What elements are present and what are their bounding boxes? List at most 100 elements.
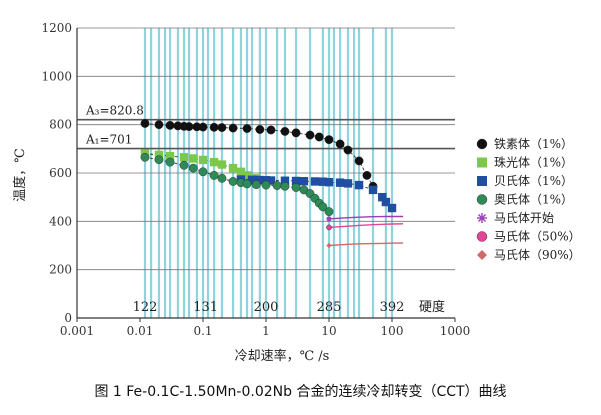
y-tick-label: 1200 [41, 21, 72, 35]
legend-label: 铁素体（1%） [494, 137, 573, 151]
series-curve-3 [144, 156, 330, 213]
cct-chart: A₃=820.8A₁=701 0200400600800100012000.00… [12, 21, 581, 364]
series-point-2 [335, 178, 345, 187]
series-point-3 [188, 163, 198, 173]
series-point-3 [140, 152, 150, 162]
series-point-2 [299, 177, 309, 186]
series-point-0 [305, 130, 315, 140]
series-point-0 [291, 128, 301, 138]
legend-marker [477, 176, 487, 186]
series-point-0 [209, 122, 219, 132]
series-point-2 [368, 185, 378, 195]
series-point-2 [280, 176, 290, 185]
series-point-0 [255, 125, 265, 134]
martensite-curve-1 [328, 223, 404, 229]
series-point-3 [209, 171, 219, 180]
hardness-labels: 122 131 200 285 392 硬度 [133, 299, 445, 315]
y-tick-label: 0 [64, 311, 72, 325]
legend-marker [476, 138, 488, 150]
series-point-2 [255, 175, 265, 185]
series-point-3 [280, 181, 290, 191]
y-axis-title: 温度，℃ [12, 148, 28, 202]
series-point-2 [247, 175, 257, 184]
martensite-point-2 [326, 242, 332, 249]
x-tick-label: 10 [321, 324, 336, 338]
reference-lines: A₃=820.8 A₁=701 [77, 104, 455, 150]
series-point-0 [154, 120, 164, 130]
x-tick-label: 100 [381, 324, 404, 338]
series-point-3 [228, 177, 238, 186]
legend-label: 珠光体（1%） [494, 156, 573, 170]
series-point-0 [280, 127, 290, 136]
series-point-0 [242, 124, 252, 133]
series-point-3 [217, 173, 227, 183]
martensite-point-0 [326, 216, 332, 222]
series-point-2 [378, 192, 387, 202]
hardness-value: 131 [193, 300, 218, 315]
series-point-2 [354, 180, 364, 190]
legend-label: 贝氏体（1%） [494, 174, 573, 188]
y-tick-label: 200 [49, 263, 72, 277]
series-point-3 [179, 160, 189, 170]
series-point-1 [165, 151, 175, 161]
series-point-2 [387, 203, 397, 213]
hardness-value: 392 [380, 300, 405, 315]
series-point-3 [261, 180, 271, 190]
hardness-value: 200 [254, 300, 279, 315]
legend: 铁素体（1%） 珠光体（1%） 贝氏体（1%） 奥氏体（1%） 马氏体开始马氏体（50%… [476, 137, 581, 262]
legend-marker [476, 194, 488, 205]
hardness-title: 硬度 [419, 299, 445, 315]
x-tick-label: 0.1 [193, 324, 212, 338]
series-point-1 [217, 160, 227, 169]
series-point-0 [266, 125, 276, 135]
plot-series [140, 119, 404, 249]
legend-label: 奥氏体（1%） [494, 193, 573, 207]
series-point-0 [198, 122, 208, 132]
series-point-1 [236, 167, 246, 176]
series-point-0 [217, 123, 227, 132]
series-point-2 [310, 177, 320, 186]
series-point-1 [198, 155, 208, 165]
martensite-curve-2 [328, 242, 404, 247]
series-point-3 [324, 207, 334, 217]
series-point-3 [165, 157, 175, 167]
x-tick-label: 1 [262, 324, 270, 338]
legend-marker [477, 213, 487, 223]
legend-marker [476, 231, 488, 242]
series-point-1 [209, 157, 219, 167]
a1-label: A₁=701 [85, 133, 132, 147]
series-point-2 [261, 176, 271, 185]
series-point-1 [179, 153, 189, 162]
series-point-3 [291, 183, 301, 192]
series-point-2 [343, 179, 353, 188]
series-point-3 [242, 179, 252, 189]
series-point-0 [228, 123, 238, 133]
series-point-2 [266, 176, 276, 185]
martensite-point-1 [326, 224, 332, 231]
y-tick-label: 600 [49, 166, 72, 180]
series-point-2 [381, 197, 391, 207]
series-point-0 [184, 122, 194, 132]
series-point-3 [198, 167, 208, 177]
martensite-curve-0 [328, 215, 404, 220]
figure-caption: 图 1 Fe-0.1C-1.50Mn-0.02Nb 合金的连续冷却转变（CCT）… [94, 384, 507, 400]
x-tick-label: 0.001 [60, 324, 94, 338]
series-point-0 [362, 171, 372, 180]
hardness-value: 122 [133, 300, 158, 315]
legend-marker [477, 157, 487, 168]
series-point-0 [314, 132, 324, 142]
series-point-3 [251, 180, 261, 190]
legend-label: 马氏体（50%） [494, 230, 581, 244]
series-point-2 [291, 176, 301, 186]
legend-label: 马氏体开始 [494, 211, 554, 225]
x-tick-label: 0.01 [127, 324, 154, 338]
a3-label: A₃=820.8 [85, 104, 144, 118]
x-tick-label: 1000 [440, 324, 471, 338]
series-point-0 [335, 139, 345, 149]
series-point-2 [318, 177, 328, 186]
series-point-3 [272, 181, 282, 190]
series-point-0 [354, 156, 364, 166]
axes: 0 200 400 600 800 1000 1200 0.001 0.01 0.1 1 10 100 1… [41, 21, 470, 338]
y-tick-label: 1000 [41, 69, 72, 83]
series-point-2 [324, 177, 334, 187]
